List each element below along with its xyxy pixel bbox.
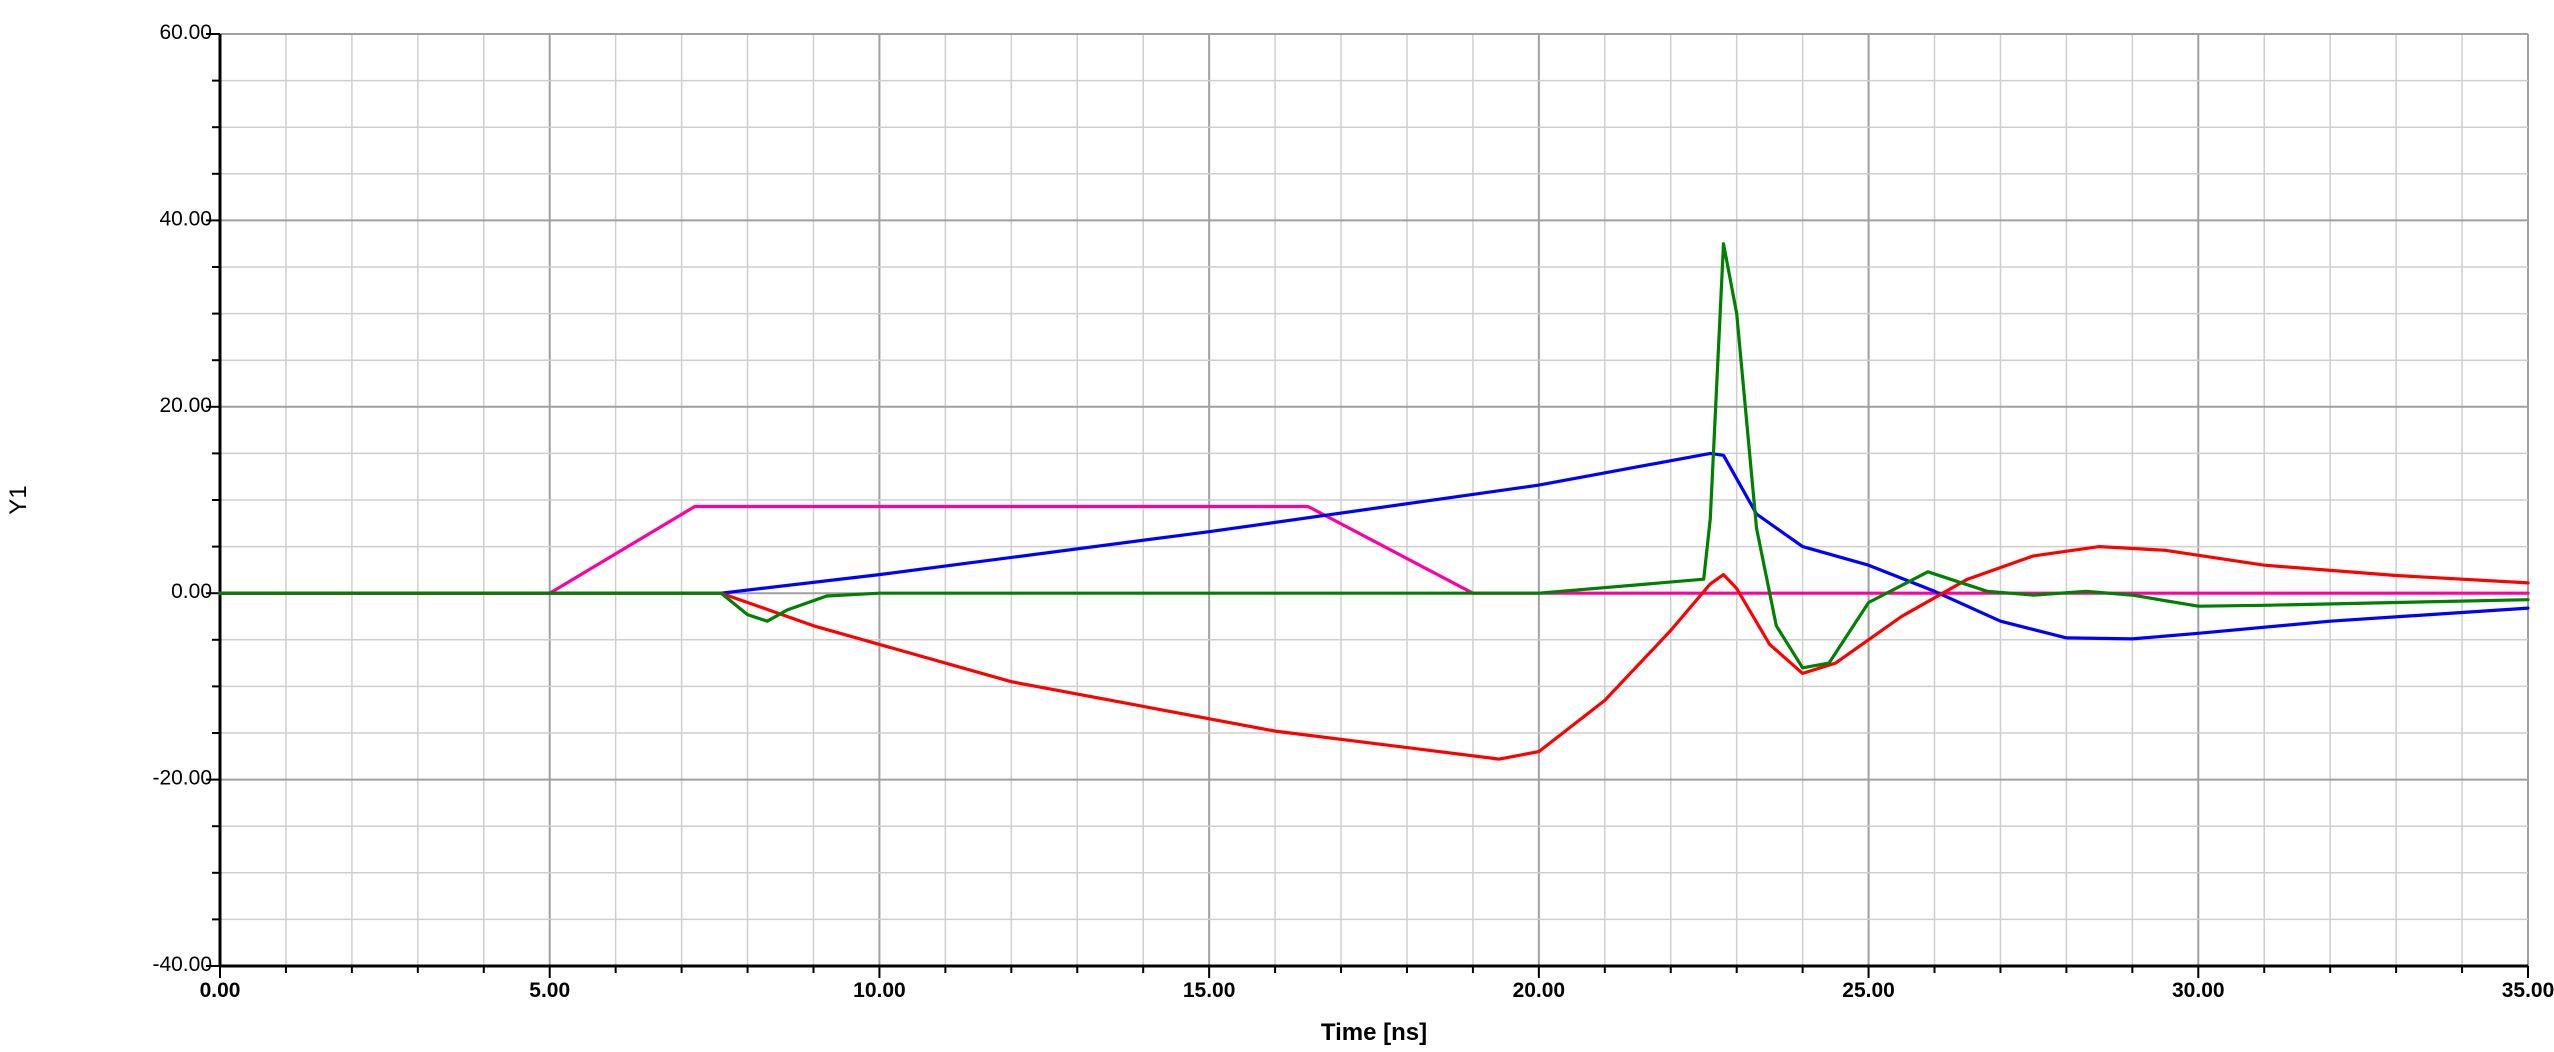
tick-labels: 0.00 5.00 10.00 15.00 20.00 25.00 30.00 35.00 60…	[152, 21, 2554, 1002]
y-tick-label: 20.00	[159, 394, 212, 417]
y-tick-label: 40.00	[159, 207, 212, 230]
y-tick-label: -20.00	[152, 767, 212, 790]
axes	[206, 33, 2529, 978]
grid	[219, 33, 2529, 967]
y-tick-label: 0.00	[171, 580, 212, 603]
series-line-2	[218, 451, 2530, 641]
x-tick-label: 10.00	[853, 979, 906, 1002]
x-tick-label: 15.00	[1183, 979, 1236, 1002]
x-tick-label: 30.00	[2172, 979, 2225, 1002]
series-line-4	[218, 242, 2530, 670]
x-tick-label: 35.00	[2502, 979, 2554, 1002]
x-tick-label: 20.00	[1513, 979, 1566, 1002]
x-tick-label: 25.00	[1842, 979, 1895, 1002]
x-axis-title: Time [ns]	[1321, 1019, 1427, 1046]
y-tick-label: -40.00	[152, 953, 212, 976]
x-tick-label: 5.00	[529, 979, 570, 1002]
series-lines	[218, 242, 2530, 761]
x-tick-label: 0.00	[200, 979, 241, 1002]
series-line-3	[218, 544, 2530, 761]
y-tick-label: 60.00	[159, 21, 212, 44]
y-axis-title: Y1	[5, 485, 32, 514]
